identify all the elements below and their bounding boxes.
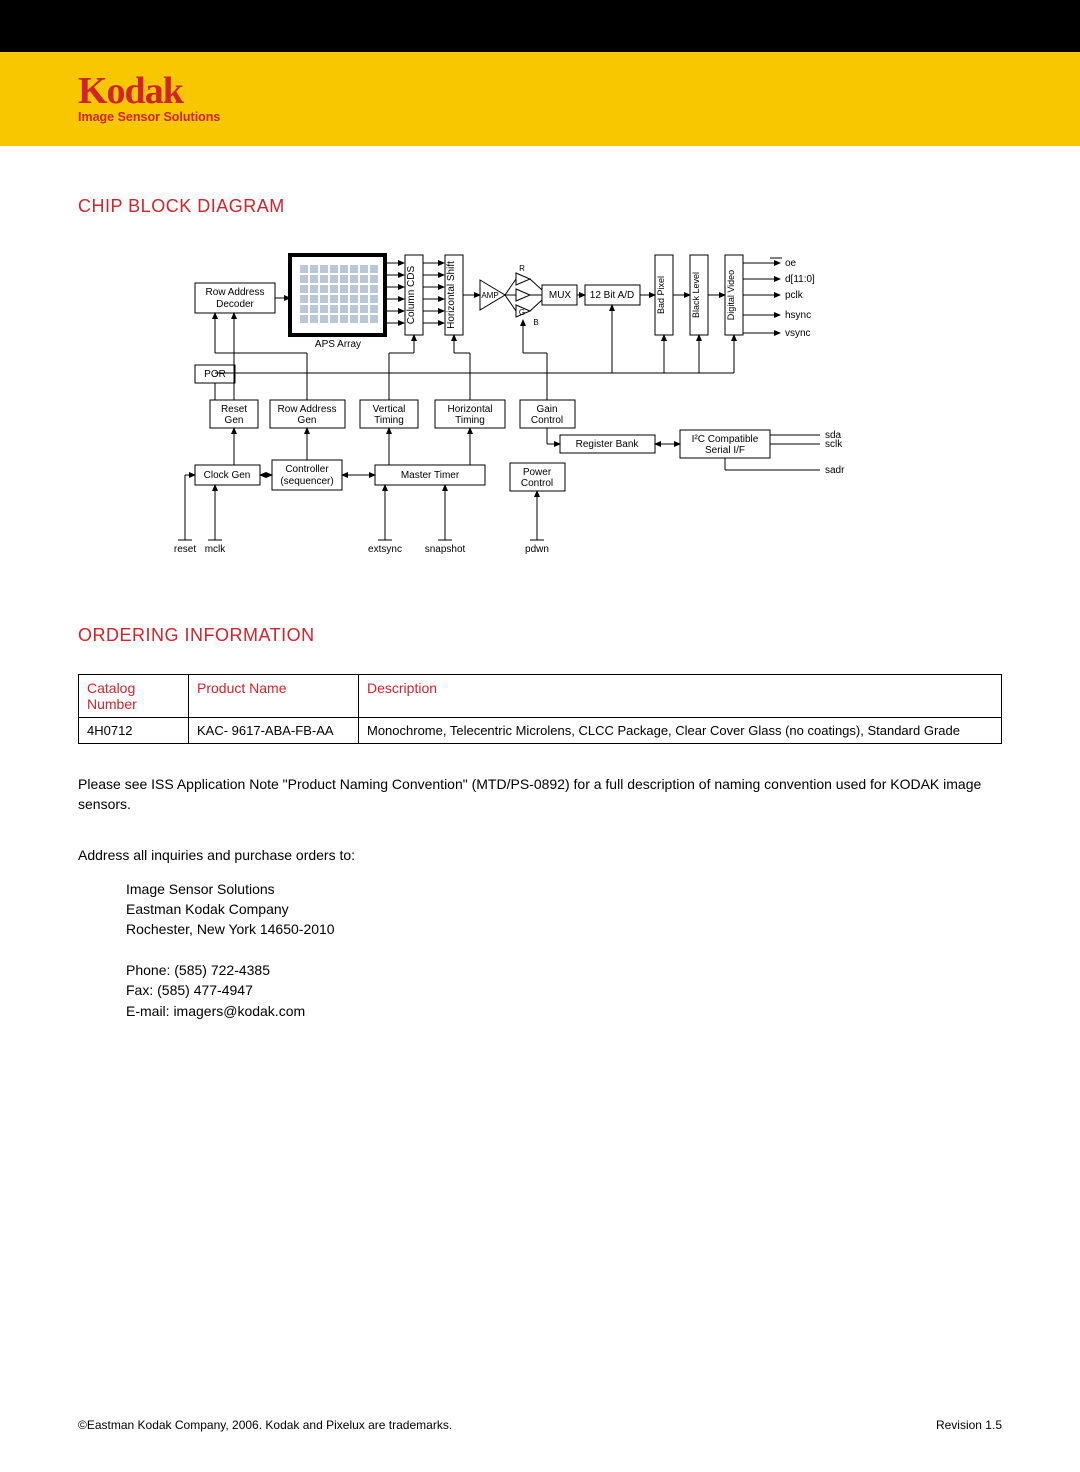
svg-text:extsync: extsync bbox=[368, 544, 402, 555]
svg-text:Horizontal Shift: Horizontal Shift bbox=[446, 261, 457, 329]
addr-line-3: Rochester, New York 14650-2010 bbox=[126, 919, 1002, 939]
svg-text:Horizontal: Horizontal bbox=[447, 404, 492, 415]
svg-text:AMP: AMP bbox=[481, 291, 498, 300]
contact-block: Image Sensor Solutions Eastman Kodak Com… bbox=[126, 879, 1002, 1021]
svg-text:pclk: pclk bbox=[785, 290, 804, 301]
logo-text: Kodak bbox=[78, 74, 220, 108]
inquiries-line: Address all inquiries and purchase order… bbox=[78, 845, 1002, 865]
svg-text:reset: reset bbox=[174, 544, 196, 555]
col-product: Product Name bbox=[189, 675, 359, 718]
col-catalog: Catalog Number bbox=[79, 675, 189, 718]
svg-text:Timing: Timing bbox=[455, 415, 485, 426]
cell-product: KAC- 9617-ABA-FB-AA bbox=[189, 718, 359, 744]
svg-text:Power: Power bbox=[523, 467, 552, 478]
svg-text:12 Bit A/D: 12 Bit A/D bbox=[590, 290, 634, 301]
svg-text:Digital Video: Digital Video bbox=[726, 270, 736, 320]
svg-text:B: B bbox=[533, 318, 538, 327]
fax-line: Fax: (585) 477-4947 bbox=[126, 980, 1002, 1000]
svg-text:Serial I/F: Serial I/F bbox=[705, 445, 745, 456]
svg-text:Timing: Timing bbox=[374, 415, 404, 426]
col-desc: Description bbox=[359, 675, 1002, 718]
top-black-bar bbox=[0, 0, 1080, 52]
svg-text:vsync: vsync bbox=[785, 328, 811, 339]
header-yellow-bar: Kodak Image Sensor Solutions bbox=[0, 52, 1080, 146]
svg-text:Clock Gen: Clock Gen bbox=[204, 470, 251, 481]
svg-text:d[11:0]: d[11:0] bbox=[785, 274, 815, 285]
block-diagram-svg: .bx { fill:#fff; stroke:#000; stroke-wid… bbox=[160, 245, 920, 575]
kodak-logo: Kodak Image Sensor Solutions bbox=[78, 74, 220, 124]
svg-text:Bad Pixel: Bad Pixel bbox=[656, 276, 666, 314]
chip-block-diagram-heading: CHIP BLOCK DIAGRAM bbox=[78, 196, 1002, 217]
svg-text:mclk: mclk bbox=[205, 544, 227, 555]
svg-text:Row Address: Row Address bbox=[278, 404, 337, 415]
naming-note: Please see ISS Application Note "Product… bbox=[78, 774, 1002, 815]
svg-text:Black Level: Black Level bbox=[691, 272, 701, 318]
svg-text:Control: Control bbox=[531, 415, 563, 426]
svg-text:(sequencer): (sequencer) bbox=[280, 476, 333, 487]
svg-text:Row Address: Row Address bbox=[206, 287, 265, 298]
svg-text:Reset: Reset bbox=[221, 404, 247, 415]
page-footer: ©Eastman Kodak Company, 2006. Kodak and … bbox=[78, 1418, 1002, 1432]
footer-revision: Revision 1.5 bbox=[936, 1418, 1002, 1432]
addr-line-2: Eastman Kodak Company bbox=[126, 899, 1002, 919]
table-row: 4H0712 KAC- 9617-ABA-FB-AA Monochrome, T… bbox=[79, 718, 1002, 744]
logo-tagline: Image Sensor Solutions bbox=[78, 110, 220, 124]
svg-text:Decoder: Decoder bbox=[216, 299, 254, 310]
cell-catalog: 4H0712 bbox=[79, 718, 189, 744]
svg-text:Vertical: Vertical bbox=[373, 404, 406, 415]
svg-text:Register Bank: Register Bank bbox=[576, 439, 640, 450]
svg-text:sadr: sadr bbox=[825, 465, 845, 476]
svg-text:Controller: Controller bbox=[285, 464, 329, 475]
aps-array-label: APS Array bbox=[315, 339, 361, 350]
svg-text:oe: oe bbox=[785, 258, 797, 269]
block-diagram: .bx { fill:#fff; stroke:#000; stroke-wid… bbox=[78, 245, 1002, 575]
footer-copyright: ©Eastman Kodak Company, 2006. Kodak and … bbox=[78, 1418, 452, 1432]
svg-text:snapshot: snapshot bbox=[425, 544, 466, 555]
svg-text:Gen: Gen bbox=[298, 415, 317, 426]
ordering-table: Catalog Number Product Name Description … bbox=[78, 674, 1002, 744]
svg-text:R: R bbox=[519, 264, 525, 273]
svg-text:Gen: Gen bbox=[225, 415, 244, 426]
svg-text:I²C Compatible: I²C Compatible bbox=[692, 434, 759, 445]
phone-line: Phone: (585) 722-4385 bbox=[126, 960, 1002, 980]
cell-desc: Monochrome, Telecentric Microlens, CLCC … bbox=[359, 718, 1002, 744]
svg-text:POR: POR bbox=[204, 369, 226, 380]
page-content: CHIP BLOCK DIAGRAM .bx { fill:#fff; stro… bbox=[0, 146, 1080, 1021]
svg-text:Control: Control bbox=[521, 478, 553, 489]
svg-text:Gain: Gain bbox=[536, 404, 557, 415]
svg-text:Master Timer: Master Timer bbox=[401, 470, 460, 481]
svg-text:Column CDS: Column CDS bbox=[406, 266, 417, 325]
email-line: E-mail: imagers@kodak.com bbox=[126, 1001, 1002, 1021]
addr-line-1: Image Sensor Solutions bbox=[126, 879, 1002, 899]
ordering-info-heading: ORDERING INFORMATION bbox=[78, 625, 1002, 646]
svg-text:pdwn: pdwn bbox=[525, 544, 549, 555]
svg-text:hsync: hsync bbox=[785, 310, 811, 321]
svg-text:sclk: sclk bbox=[825, 439, 843, 450]
svg-text:MUX: MUX bbox=[549, 290, 572, 301]
